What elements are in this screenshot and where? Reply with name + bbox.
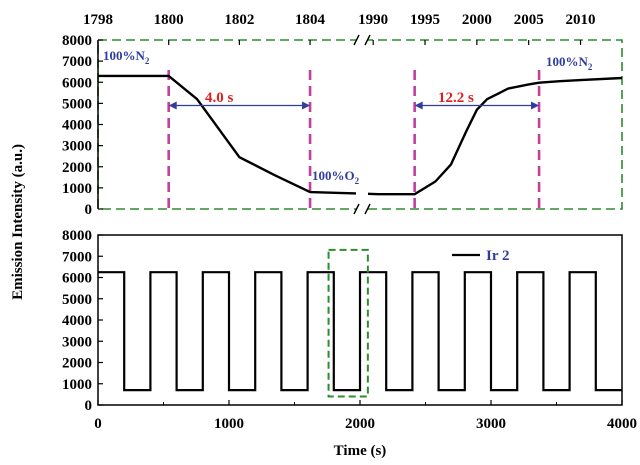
bottom-y-tick-label: 3000 [62,334,92,350]
top-x-axis: 1798 1800 1802 1804 1990 1995 2000 2005 2010 [83,12,596,45]
annotation-n2-right: 100%N2 [546,54,593,72]
top-y-tick-label: 2000 [62,160,92,176]
top-y-tick-label: 8000 [62,33,92,49]
top-y-tick-label: 1000 [62,181,92,197]
bottom-y-tick-label: 6000 [62,271,92,287]
top-panel-dashed-frame [97,39,623,210]
bottom-x-tick-label: 1000 [214,416,244,432]
axis-break-slash [364,34,371,46]
bottom-y-tick-label: 1000 [62,377,92,393]
top-x-tick-label: 1802 [224,12,254,28]
bottom-y-axis: 0 1000 2000 3000 4000 5000 6000 7000 8000 [62,228,103,414]
bottom-x-axis: 0 1000 2000 3000 4000 [94,400,637,432]
top-x-tick-label: 1798 [83,12,113,28]
top-x-tick-label: 1990 [358,12,388,28]
top-y-tick-label: 4000 [62,118,92,134]
axis-break-marks [353,34,371,215]
bottom-y-tick-label: 8000 [62,228,92,244]
y-axis-label: Emission Intensity (a.u.) [10,144,26,300]
legend-label: Ir 2 [486,248,509,264]
arrow-head-right [302,101,311,110]
bottom-x-tick-label: 4000 [607,416,637,432]
top-y-axis: 0 1000 2000 3000 4000 5000 6000 7000 8000 [62,33,103,218]
time-arrows [168,101,540,110]
zoom-region-dashed-box [327,248,369,398]
top-x-tick-label: 1995 [410,12,440,28]
axis-break-gap [357,205,367,213]
bottom-x-tick-label: 0 [94,416,102,432]
bottom-y-tick-label: 7000 [62,249,92,265]
arrow-head-left [414,101,423,110]
top-series-line-left [98,74,357,195]
top-panel: 0 1000 2000 3000 4000 5000 6000 7000 8000 1798 18… [62,12,623,218]
top-y-tick-label: 6000 [62,75,92,91]
axis-break-slash [364,203,371,215]
top-series-line-right [367,76,623,196]
top-x-tick-label: 1800 [154,12,184,28]
annotation-n2-left: 100%N2 [103,48,150,66]
arrow-head-left [168,101,177,110]
bottom-series-line [98,271,622,392]
bottom-y-tick-label: 5000 [62,292,92,308]
legend: Ir 2 [452,248,509,264]
axis-break-slash [353,203,360,215]
bottom-panel: 0 1000 2000 3000 4000 5000 6000 7000 8000 0 1000 2… [62,228,637,432]
top-y-tick-label: 7000 [62,54,92,70]
annotation-response-time: 4.0 s [205,90,234,106]
bottom-x-tick-label: 3000 [476,416,506,432]
bottom-y-tick-label: 4000 [62,313,92,329]
arrow-head-right [531,101,540,110]
axis-break-slash [353,34,360,46]
axis-break-gap [357,36,367,44]
x-axis-label: Time (s) [334,443,387,459]
annotation-recovery-time: 12.2 s [438,90,474,106]
top-y-tick-label: 5000 [62,96,92,112]
bottom-x-tick-label: 2000 [345,416,375,432]
top-x-tick-label: 2000 [462,12,492,28]
top-x-tick-label: 2005 [514,12,544,28]
top-y-tick-label: 3000 [62,139,92,155]
transition-markers [167,70,541,209]
top-x-tick-label: 1804 [295,12,326,28]
bottom-y-tick-label: 0 [85,398,93,414]
top-x-tick-label: 2010 [566,12,596,28]
annotation-o2: 100%O2 [312,168,360,186]
bottom-y-tick-label: 2000 [62,356,92,372]
top-y-tick-label: 0 [85,202,93,218]
